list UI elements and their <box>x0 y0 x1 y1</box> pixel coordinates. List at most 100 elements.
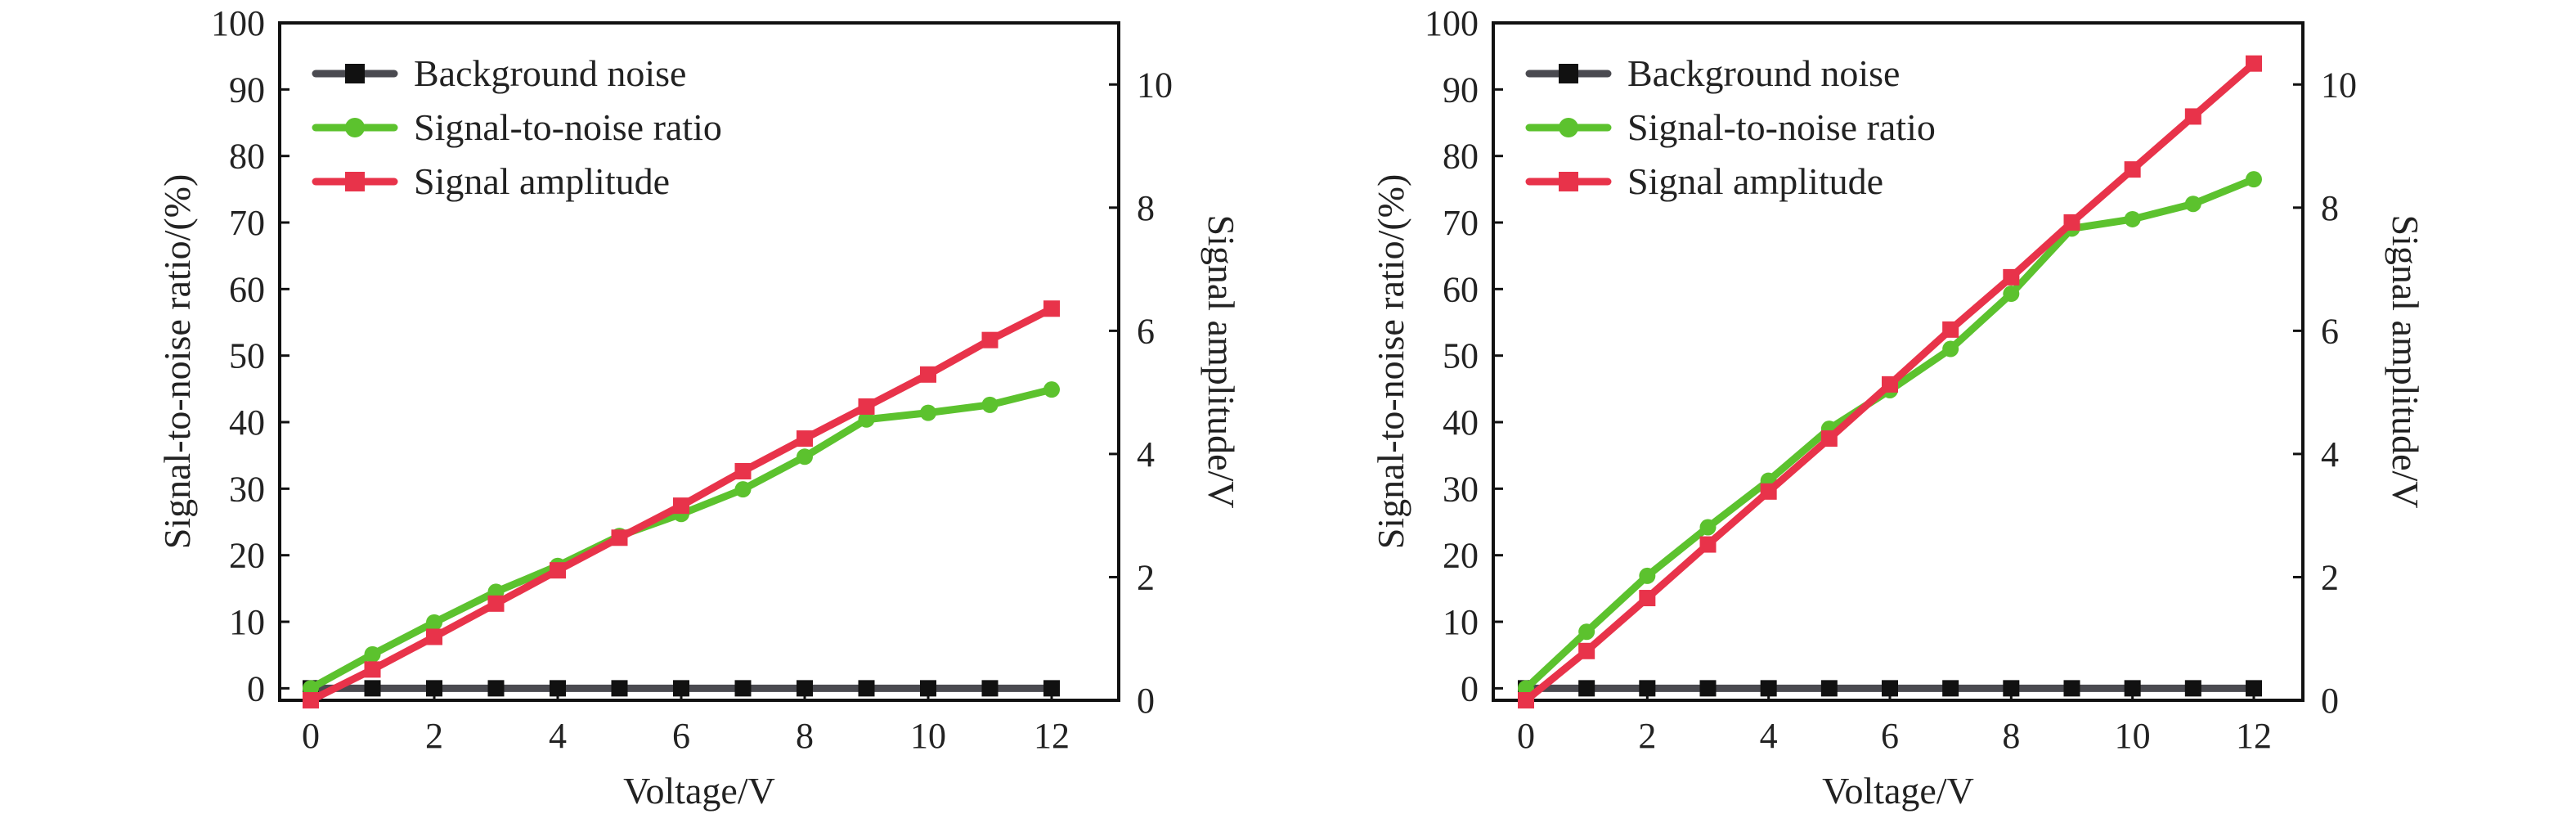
x-tick-label: 8 <box>796 716 814 756</box>
data-point <box>2003 268 2020 286</box>
series-signal-amplitude <box>303 300 1060 708</box>
data-point <box>1760 483 1777 500</box>
y-tick-label: 0 <box>1461 668 1479 708</box>
data-point <box>2124 210 2141 227</box>
series-background-noise <box>1518 680 2262 697</box>
data-point <box>426 628 442 645</box>
data-point <box>981 680 999 697</box>
data-point <box>2184 196 2201 213</box>
y-axis-title: Signal-to-noise ratio/(%) <box>156 174 198 550</box>
legend-marker <box>345 118 365 137</box>
x-tick-label: 6 <box>1881 716 1899 756</box>
data-point <box>1760 680 1777 697</box>
data-point <box>2246 55 2262 72</box>
y-axis-title: Signal-to-noise ratio/(%) <box>1370 174 1411 550</box>
data-point <box>426 680 442 697</box>
data-point <box>797 680 813 697</box>
data-point <box>920 680 936 697</box>
chart-panel-2: 0 2 4 6 8 10 12 0 10 20 30 40 50 60 70 80 90 100 0 2 4 6 8 10 Vo… <box>1370 3 2426 812</box>
y2-tick-label: 0 <box>1137 681 1155 721</box>
y-tick-label: 100 <box>1425 3 1479 43</box>
data-point <box>550 562 566 579</box>
data-point <box>1942 321 1959 338</box>
data-point <box>1820 680 1838 697</box>
legend-label: Signal amplitude <box>1627 160 1883 202</box>
data-point <box>1043 300 1060 317</box>
y-tick-label: 50 <box>229 336 265 376</box>
data-point <box>1699 519 1717 536</box>
data-point <box>1942 340 1959 358</box>
legend-item: Signal-to-noise ratio <box>1525 106 1936 148</box>
x-tick-label: 12 <box>2236 716 2272 756</box>
y-tick-label: 40 <box>1443 403 1479 443</box>
data-point <box>673 497 689 515</box>
y2-tick-label: 2 <box>2321 557 2339 597</box>
data-point <box>1639 567 1656 584</box>
data-point <box>2063 214 2080 231</box>
legend-label: Signal-to-noise ratio <box>1627 106 1936 148</box>
data-point <box>734 680 752 697</box>
legend-marker <box>345 64 365 83</box>
legend-marker <box>1559 64 1578 83</box>
y2-tick-label: 6 <box>2321 311 2339 351</box>
y-tick-label: 30 <box>1443 469 1479 509</box>
x-axis-title: Voltage/V <box>623 770 775 812</box>
data-point <box>611 680 628 697</box>
y-tick-label: 20 <box>229 536 265 576</box>
legend-label: Signal-to-noise ratio <box>414 106 722 148</box>
legend-item: Signal amplitude <box>1525 160 1883 202</box>
series-signal-amplitude <box>1518 55 2262 708</box>
data-point <box>2124 680 2141 697</box>
data-point <box>858 398 875 415</box>
data-point <box>1820 430 1838 447</box>
data-point <box>1882 680 1898 697</box>
chart-panel-1: 0 2 4 6 8 10 12 0 10 20 30 40 50 60 70 80 90 100 0 2 4 6 8 10 Vo… <box>156 3 1242 812</box>
x-tick-label: 4 <box>1760 716 1778 756</box>
legend-item: Signal-to-noise ratio <box>312 106 722 148</box>
y2-axis-title: Signal amplitude/V <box>2385 214 2426 508</box>
y-tick-label: 50 <box>1443 336 1479 376</box>
x-axis-title: Voltage/V <box>1822 770 1974 812</box>
legend-item: Background noise <box>1525 52 1900 94</box>
y2-axis-title: Signal amplitude/V <box>1200 214 1242 508</box>
y-tick-label: 90 <box>1443 70 1479 110</box>
y-tick-label: 40 <box>229 403 265 443</box>
x-tick-label: 4 <box>549 716 567 756</box>
y2-tick-label: 4 <box>2321 434 2339 474</box>
y2-tick-label: 8 <box>1137 188 1155 228</box>
x-tick-label: 10 <box>2115 716 2151 756</box>
data-point <box>1639 680 1656 697</box>
x-tick-label: 10 <box>910 716 946 756</box>
x-tick-label: 2 <box>1638 716 1656 756</box>
y-tick-label: 80 <box>229 137 265 177</box>
data-point <box>797 448 813 465</box>
y2-tick-label: 10 <box>1137 65 1173 105</box>
data-point <box>1578 680 1595 697</box>
data-point <box>1578 623 1595 641</box>
y-tick-label: 10 <box>1443 602 1479 642</box>
y-tick-label: 20 <box>1443 536 1479 576</box>
series-background-noise <box>303 680 1060 697</box>
data-point <box>2003 286 2020 303</box>
y2-tick-label: 0 <box>2321 681 2339 721</box>
y-tick-label: 80 <box>1443 137 1479 177</box>
legend-marker <box>1559 172 1578 191</box>
y-tick-label: 60 <box>1443 269 1479 309</box>
data-point <box>1699 680 1717 697</box>
y-tick-label: 100 <box>211 3 265 43</box>
data-point <box>364 661 381 678</box>
x-tick-label: 2 <box>425 716 443 756</box>
data-point <box>1942 680 1959 697</box>
y2-tick-label: 6 <box>1137 311 1155 351</box>
data-point <box>858 680 875 697</box>
data-point <box>426 614 442 631</box>
y-tick-label: 0 <box>247 668 265 708</box>
data-point <box>303 692 319 708</box>
legend-label: Background noise <box>1627 52 1900 94</box>
data-point <box>611 529 628 546</box>
data-point <box>1578 642 1595 659</box>
data-point <box>364 680 381 697</box>
x-tick-label: 0 <box>1517 716 1535 756</box>
data-point <box>2003 680 2020 697</box>
data-point <box>858 411 875 428</box>
